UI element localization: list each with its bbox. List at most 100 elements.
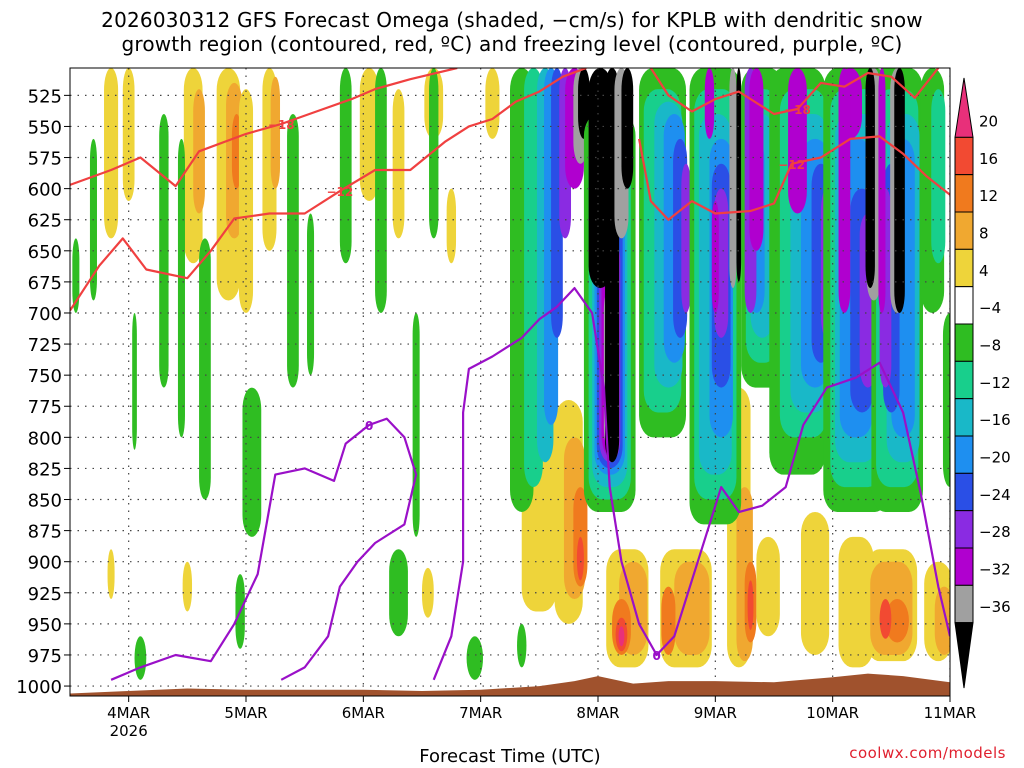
omega-shade-cell: [72, 238, 80, 313]
x-tick-label: 11MAR: [924, 704, 977, 722]
y-tick-label: 750: [28, 366, 62, 387]
omega-shade-cell: [107, 549, 115, 600]
omega-shade-cell: [104, 68, 119, 239]
y-tick-label: 1000: [16, 677, 62, 698]
omega-shade-cell: [894, 68, 905, 313]
omega-shade-cell: [711, 201, 719, 313]
omega-shade-cell: [517, 623, 527, 668]
watermark: coolwx.com/models: [849, 744, 1006, 762]
contour-layer: −18 −12 −18 −12 0 0: [70, 68, 950, 681]
colorbar-label: −20: [979, 449, 1011, 467]
y-tick-label: 575: [28, 149, 62, 170]
omega-shade-cell: [749, 68, 764, 251]
colorbar-segment: [954, 248, 974, 288]
colorbar-segment: [954, 286, 974, 325]
omega-shade-cell: [199, 238, 211, 500]
x-tick-label: 4MAR: [107, 704, 150, 722]
omega-shade-cell: [729, 68, 737, 289]
y-tick-label: 875: [28, 522, 62, 543]
y-tick-label: 625: [28, 211, 62, 232]
dgz-contour-label: −12: [326, 185, 353, 199]
omega-shade-cell: [392, 89, 405, 239]
omega-shade-cell: [618, 626, 625, 647]
y-tick-label: 975: [28, 646, 62, 667]
y-tick-label: 525: [28, 86, 62, 107]
colorbar-label: 4: [979, 262, 989, 280]
colorbar-segment: [954, 323, 974, 362]
terrain-layer: [70, 673, 950, 696]
dgz-contour: [638, 135, 950, 221]
dgz-contour-label: −18: [784, 103, 811, 117]
freezing-level-contour: [110, 417, 418, 681]
y-tick-label: 550: [28, 117, 62, 138]
x-tick-label: 8MAR: [576, 704, 619, 722]
y-tick-label: 775: [28, 397, 62, 418]
colorbar-label: −16: [979, 411, 1011, 429]
y-tick-label: 675: [28, 273, 62, 294]
omega-shade-cell: [429, 68, 439, 239]
omega-shading-layer: [72, 68, 950, 680]
colorbar-top-arrow: [954, 77, 974, 138]
omega-shade-cell: [307, 213, 315, 376]
colorbar-label: −28: [979, 523, 1011, 541]
colorbar-label: −24: [979, 486, 1011, 504]
omega-shade-cell: [681, 163, 691, 313]
omega-shade-cell: [466, 636, 484, 680]
colorbar-segment: [954, 584, 974, 624]
colorbar: 20 16 12 8 4 −4 −8 −12 −16 −20 −24 −28 −32 −36: [954, 77, 1011, 689]
omega-shade-cell: [132, 312, 137, 450]
omega-shade-cell: [942, 312, 950, 488]
y-tick-label: 900: [28, 553, 62, 574]
omega-shade-cell: [375, 68, 387, 313]
colorbar-segment: [954, 435, 974, 474]
x-axis-label: Forecast Time (UTC): [419, 746, 600, 767]
omega-shade-cell: [661, 586, 676, 655]
omega-shade-cell: [736, 68, 742, 282]
plot-frame: [69, 67, 951, 697]
colorbar-label: −32: [979, 561, 1011, 579]
y-tick-label: 800: [28, 428, 62, 449]
y-tick-label: 925: [28, 584, 62, 605]
colorbar-label: −4: [979, 299, 1001, 317]
colorbar-segment: [954, 136, 974, 176]
omega-shade-cell: [159, 114, 169, 388]
colorbar-segment: [954, 510, 974, 549]
x-tick-label: 9MAR: [694, 704, 737, 722]
x-tick-label: 7MAR: [459, 704, 502, 722]
dgz-contour: [70, 68, 587, 312]
freezing-level-contour-label: 0: [652, 649, 660, 663]
terrain-surface: [70, 673, 950, 696]
colorbar-segment: [954, 211, 974, 250]
omega-shade-cell: [122, 68, 135, 202]
colorbar-segment: [954, 360, 974, 400]
y-tick-label: 650: [28, 242, 62, 263]
y-tick-label: 825: [28, 459, 62, 480]
x-axis: 4MAR 5MAR 6MAR 7MAR 8MAR 9MAR 10MAR 11MAR 2026: [107, 696, 976, 740]
y-axis: 525 550 575 600 625 650 675 700 725 750 775 800 825 8…: [16, 86, 70, 698]
omega-shade-cell: [674, 561, 710, 655]
omega-shade-cell: [756, 536, 780, 637]
y-tick-label: 600: [28, 180, 62, 201]
x-tick-label: 5MAR: [224, 704, 267, 722]
omega-shade-cell: [576, 536, 584, 581]
x-year-label: 2026: [110, 722, 148, 740]
omega-shade-cell: [621, 68, 634, 189]
y-tick-label: 850: [28, 491, 62, 512]
chart-title-line-2: growth region (contoured, red, ºC) and f…: [121, 32, 903, 56]
colorbar-label: 16: [979, 150, 998, 168]
omega-shade-cell: [588, 68, 613, 289]
colorbar-label: 12: [979, 187, 998, 205]
dgz-contour: [70, 68, 458, 188]
y-tick-label: 950: [28, 615, 62, 636]
omega-shade-cell: [182, 561, 193, 612]
omega-shade-cell: [865, 68, 875, 289]
freezing-level-contour-label: 0: [365, 419, 373, 433]
freezing-level-contour: [432, 287, 950, 681]
omega-shade-cell: [747, 580, 754, 631]
omega-shade-cell: [287, 114, 299, 388]
omega-shade-cell: [359, 68, 379, 202]
omega-shade-cell: [788, 68, 807, 214]
colorbar-label: −12: [979, 374, 1011, 392]
colorbar-label: −8: [979, 337, 1001, 355]
